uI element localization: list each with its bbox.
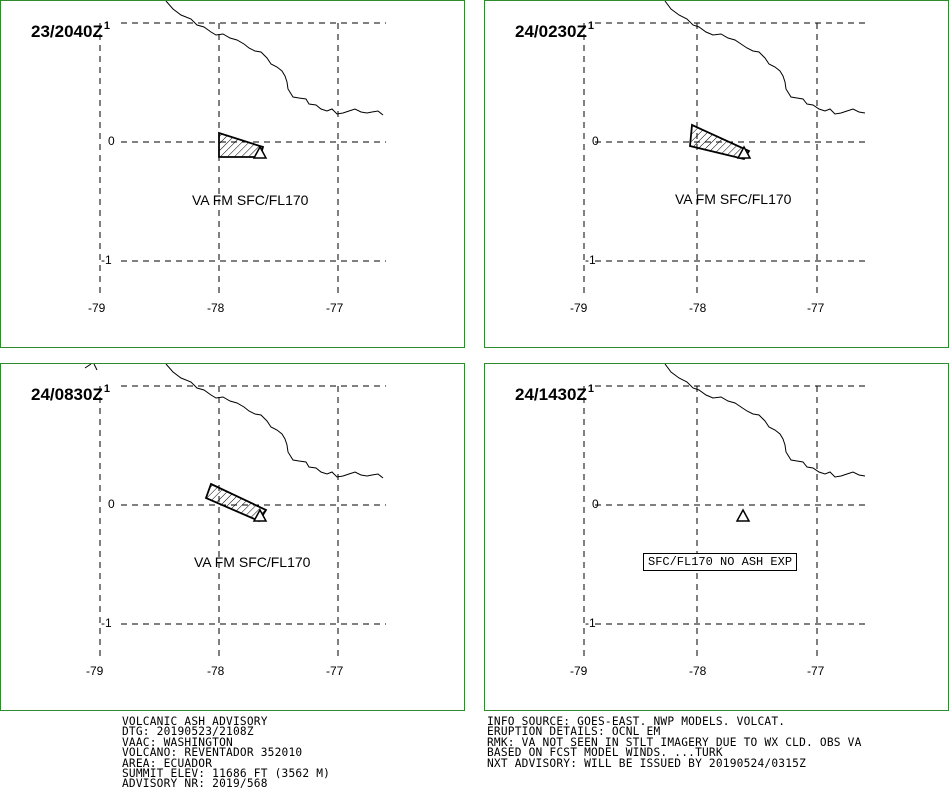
- advisory-line: SUMMIT ELEV: 11686 FT (3562 M): [122, 767, 331, 781]
- panel-time: 24/1430Z1: [515, 383, 594, 404]
- advisory-line: BASED ON FCST MODEL WINDS. ...TURK: [487, 746, 723, 760]
- lat-label-minus1: -1: [101, 253, 112, 267]
- map-panel-1: 23/2040Z1 0 -1 -79 -78 -77 VA FM SFC/FL1…: [0, 0, 465, 348]
- lat-label-minus1: -1: [585, 253, 596, 267]
- lat-label-0: 0: [108, 134, 115, 148]
- advisory-line: ERUPTION DETAILS: OCNL EM: [487, 725, 661, 739]
- panel-time: 23/2040Z1: [31, 20, 110, 41]
- lon-label-minus78: -78: [207, 301, 225, 315]
- panel-time: 24/0230Z1: [515, 20, 594, 41]
- va-label: VA FM SFC/FL170: [194, 554, 311, 570]
- advisory-line: RMK: VA NOT SEEN IN STLT IMAGERY DUE TO …: [487, 735, 862, 749]
- lon-label-minus79: -79: [570, 664, 588, 678]
- map-panel-4: 24/1430Z1 0 -1 -79 -78 -77 SFC/FL170 NO …: [484, 363, 949, 711]
- advisory-right: INFO SOURCE: GOES-EAST. NWP MODELS. VOLC…: [487, 715, 862, 770]
- advisory-line: NXT ADVISORY: WILL BE ISSUED BY 20190524…: [487, 756, 807, 770]
- volcano-icon: [736, 145, 752, 159]
- volcano-icon: [252, 145, 268, 159]
- lon-label-minus79: -79: [88, 301, 106, 315]
- volcano-icon: [252, 508, 268, 522]
- lon-label-minus78: -78: [207, 664, 225, 678]
- advisory-line: DTG: 20190523/2108Z: [122, 725, 254, 739]
- advisory-line: VAAC: WASHINGTON: [122, 735, 233, 749]
- advisory-line: INFO SOURCE: GOES-EAST. NWP MODELS. VOLC…: [487, 715, 786, 728]
- lat-label-0: 0: [592, 134, 599, 148]
- map-panel-3: 24/0830Z1 0 -1 -79 -78 -77 VA FM SFC/FL1…: [0, 363, 465, 711]
- lon-label-minus77: -77: [807, 664, 825, 678]
- lon-label-minus78: -78: [689, 664, 707, 678]
- map-panel-2: 24/0230Z1 0 -1 -79 -78 -77 VA FM SFC/FL1…: [484, 0, 949, 348]
- lat-label-minus1: -1: [101, 616, 112, 630]
- lon-label-minus77: -77: [326, 301, 344, 315]
- va-label: VA FM SFC/FL170: [192, 192, 309, 208]
- advisory-line: ADVISORY NR: 2019/568: [122, 777, 268, 791]
- advisory-line: AREA: ECUADOR: [122, 756, 213, 770]
- va-label: VA FM SFC/FL170: [675, 191, 792, 207]
- lon-label-minus77: -77: [807, 301, 825, 315]
- lat-label-0: 0: [108, 497, 115, 511]
- no-ash-label: SFC/FL170 NO ASH EXP: [643, 553, 798, 571]
- advisory-line: VOLCANO: REVENTADOR 352010: [122, 746, 303, 760]
- lat-label-minus1: -1: [585, 616, 596, 630]
- lon-label-minus79: -79: [570, 301, 588, 315]
- volcano-icon: [735, 508, 751, 522]
- advisory-left: VOLCANIC ASH ADVISORY DTG: 20190523/2108Z…: [122, 715, 331, 791]
- map-graphic-3: [84, 364, 386, 656]
- lon-label-minus77: -77: [326, 664, 344, 678]
- lon-label-minus79: -79: [86, 664, 104, 678]
- map-graphic-1: [99, 1, 386, 293]
- panel-time: 24/0830Z1: [31, 383, 110, 404]
- advisory-line: VOLCANIC ASH ADVISORY: [122, 715, 268, 728]
- lon-label-minus78: -78: [689, 301, 707, 315]
- map-graphic-4: [583, 364, 866, 656]
- map-graphic-2: [583, 1, 866, 293]
- lat-label-0: 0: [592, 497, 599, 511]
